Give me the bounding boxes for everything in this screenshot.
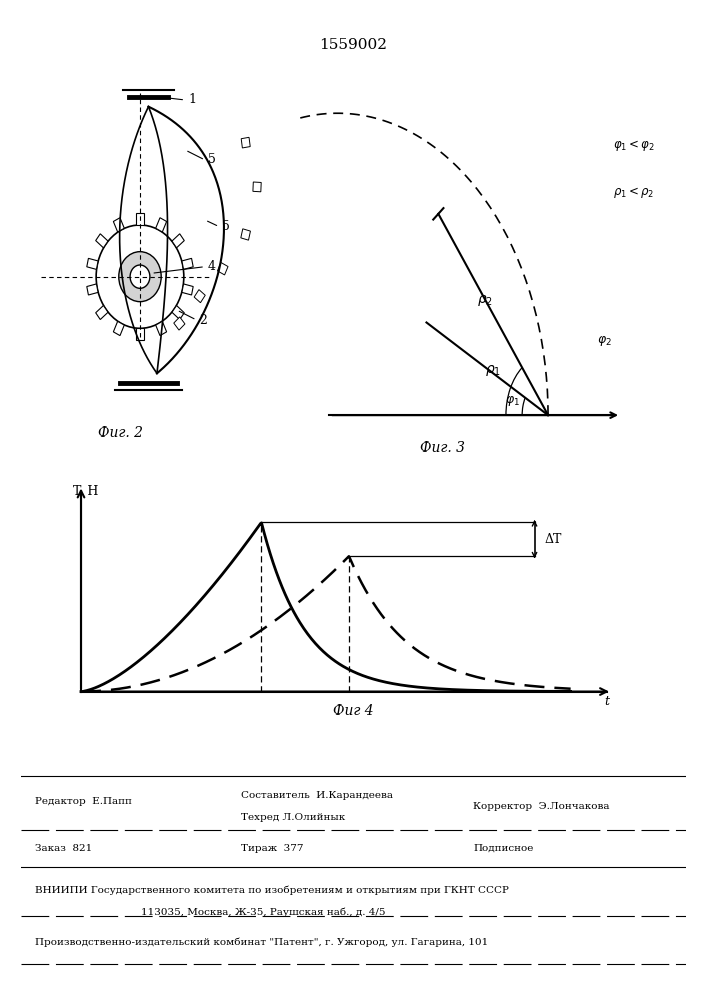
Text: Тираж  377: Тираж 377 — [240, 844, 303, 853]
Text: 1559002: 1559002 — [320, 38, 387, 52]
Polygon shape — [241, 229, 250, 240]
Text: Корректор  Э.Лончакова: Корректор Э.Лончакова — [473, 802, 609, 811]
Text: $\rho_1 < \rho_2$: $\rho_1 < \rho_2$ — [613, 185, 654, 200]
Polygon shape — [113, 218, 124, 232]
Text: Составитель  И.Карандеева: Составитель И.Карандеева — [240, 791, 392, 800]
Text: $\varphi_1 < \varphi_2$: $\varphi_1 < \varphi_2$ — [613, 138, 655, 153]
Polygon shape — [174, 317, 185, 330]
Polygon shape — [172, 234, 185, 248]
Polygon shape — [95, 234, 108, 248]
Text: Редактор  Е.Папп: Редактор Е.Папп — [35, 797, 132, 806]
Polygon shape — [182, 258, 193, 269]
Polygon shape — [218, 262, 228, 275]
Polygon shape — [156, 218, 167, 232]
Text: 2: 2 — [199, 314, 207, 326]
Text: 113035, Москва, Ж-35, Раушская наб., д. 4/5: 113035, Москва, Ж-35, Раушская наб., д. … — [141, 907, 385, 917]
Text: 5: 5 — [208, 153, 216, 166]
Polygon shape — [87, 258, 98, 269]
Polygon shape — [253, 182, 261, 192]
Circle shape — [130, 265, 150, 288]
Circle shape — [119, 252, 161, 302]
Polygon shape — [241, 137, 250, 148]
Text: Техред Л.Олийнык: Техред Л.Олийнык — [240, 813, 345, 822]
Polygon shape — [136, 328, 144, 340]
Text: Подписное: Подписное — [473, 844, 534, 853]
Text: Производственно-издательский комбинат "Патент", г. Ужгород, ул. Гагарина, 101: Производственно-издательский комбинат "П… — [35, 937, 488, 947]
Text: $\varphi_2$: $\varphi_2$ — [597, 334, 612, 348]
Text: ВНИИПИ Государственного комитета по изобретениям и открытиям при ГКНТ СССР: ВНИИПИ Государственного комитета по изоб… — [35, 886, 508, 895]
Text: t: t — [604, 695, 609, 708]
Text: 1: 1 — [188, 93, 196, 106]
Text: $\varphi_1$: $\varphi_1$ — [505, 394, 520, 408]
Text: 5: 5 — [222, 220, 230, 233]
Text: Заказ  821: Заказ 821 — [35, 844, 92, 853]
Text: T, H: T, H — [74, 485, 99, 498]
Text: 4: 4 — [208, 260, 216, 273]
Polygon shape — [172, 305, 185, 320]
Text: $\rho_2$: $\rho_2$ — [477, 293, 493, 308]
Text: ΔT: ΔT — [545, 533, 562, 546]
Text: Фиг. 3: Фиг. 3 — [420, 441, 465, 455]
Polygon shape — [95, 305, 108, 320]
Text: Фиг 4: Фиг 4 — [333, 704, 374, 718]
Polygon shape — [182, 284, 193, 295]
Text: Фиг. 2: Фиг. 2 — [98, 426, 143, 440]
Polygon shape — [194, 290, 205, 303]
Polygon shape — [113, 321, 124, 336]
Polygon shape — [136, 213, 144, 225]
Text: $\rho_1$: $\rho_1$ — [486, 363, 501, 378]
Polygon shape — [87, 284, 98, 295]
Polygon shape — [156, 321, 167, 336]
